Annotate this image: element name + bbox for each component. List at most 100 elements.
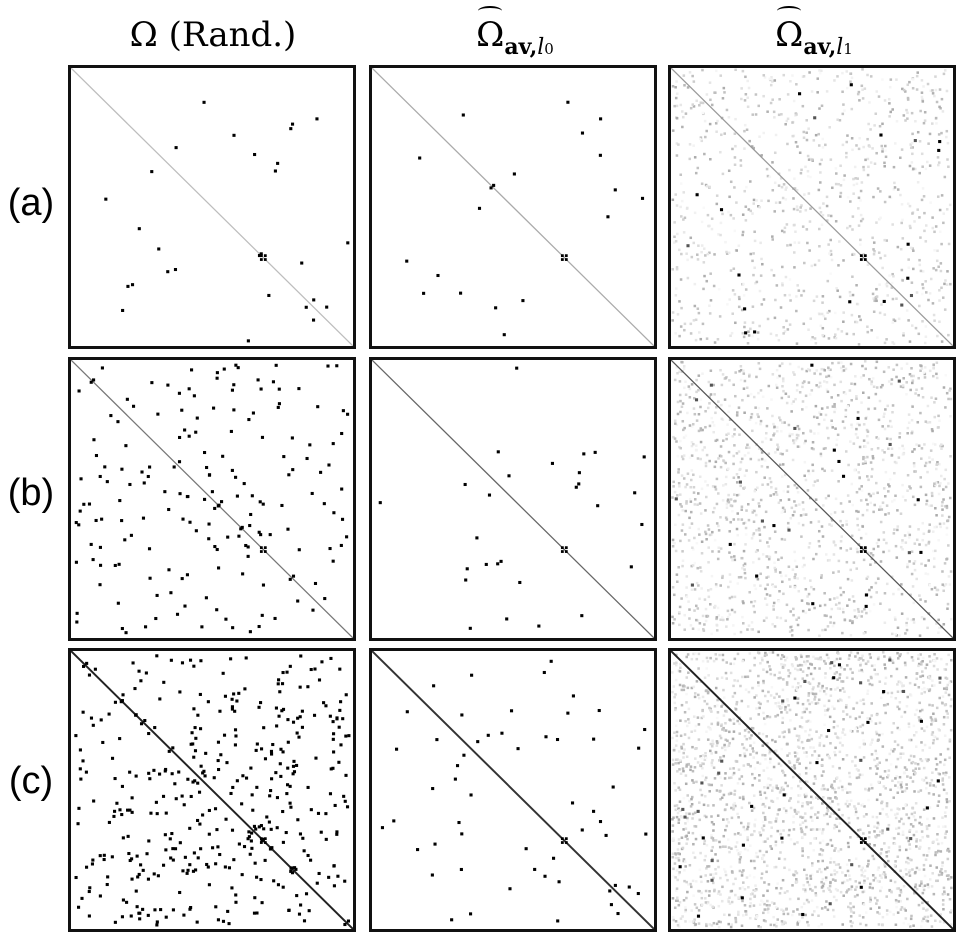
noise-dot [735,760,739,763]
noise-dot [801,854,804,857]
noise-dot [681,361,684,364]
noise-dot [715,69,718,73]
noise-dot [828,715,832,719]
matrix-panel-b-2 [369,357,657,641]
noise-dot [814,894,818,897]
noise-dot [671,818,674,821]
nonzero-entry [77,806,81,810]
noise-dot [742,387,746,390]
nonzero-entry [98,545,102,549]
noise-dot [819,384,822,388]
noise-dot [796,668,799,672]
nonzero-entry [298,832,303,836]
noise-dot [676,400,680,404]
nonzero-entry [137,872,141,876]
noise-dot [813,910,816,913]
noise-dot [889,788,892,792]
noise-dot [822,659,826,663]
noise-dot [719,876,722,880]
noise-dot [834,732,837,735]
noise-dot [823,709,827,712]
noise-dot [712,659,716,663]
noise-dot [723,777,727,780]
nonzero-entry [130,810,134,814]
noise-dot [867,859,870,863]
noise-dot [753,584,756,587]
noise-dot [940,841,944,845]
noise-dot [809,746,812,749]
noise-dot [769,694,773,697]
nonzero-entry [269,749,274,753]
noise-dot [848,224,852,228]
noise-dot [832,895,836,899]
noise-dot [776,705,779,708]
noise-dot [807,739,811,742]
noise-dot [676,924,680,927]
noise-dot [688,396,692,399]
matrix-pattern [372,651,654,929]
noise-dot [782,735,786,739]
noise-dot [700,250,703,254]
noise-dot [852,442,856,445]
noise-dot [912,562,916,565]
noise-dot [782,379,785,383]
noise-dot [855,509,858,513]
noise-dot [894,618,897,621]
nonzero-entry [743,307,747,311]
noise-dot [848,389,852,392]
noise-dot [775,426,779,429]
noise-dot [841,923,845,926]
noise-dot [803,751,806,754]
noise-dot [907,758,911,762]
nonzero-entry [196,856,200,860]
noise-dot [700,244,704,247]
noise-dot [681,457,685,461]
noise-dot [787,498,791,501]
nonzero-entry [574,485,578,489]
noise-dot [714,411,717,415]
nonzero-entry [459,867,463,872]
noise-dot [692,80,696,83]
noise-dot [838,822,842,825]
noise-dot [937,539,940,542]
noise-dot [686,258,689,262]
noise-dot [883,427,887,431]
noise-dot [736,782,740,785]
noise-dot [810,447,814,450]
noise-dot [836,433,840,437]
nonzero-entry [242,845,247,849]
noise-dot [756,651,760,654]
noise-dot [895,375,898,379]
nonzero-entry [207,537,211,541]
noise-dot [781,923,784,926]
noise-dot [682,454,686,457]
noise-dot [860,711,864,714]
noise-dot [921,749,925,752]
noise-dot [697,311,701,315]
noise-dot [797,746,801,749]
noise-dot [741,743,744,746]
noise-dot [773,561,776,564]
noise-dot [754,587,758,591]
noise-dot [692,319,696,322]
nonzero-entry [243,687,247,691]
noise-dot [766,837,770,840]
noise-dot [875,221,878,224]
noise-dot [746,105,750,109]
noise-dot [872,385,876,388]
noise-dot [887,774,890,777]
noise-dot [841,687,845,690]
noise-dot [703,858,707,862]
noise-dot [722,868,726,871]
noise-dot [746,836,749,839]
noise-dot [944,815,947,818]
nonzero-entry [221,671,225,675]
noise-dot [920,688,924,691]
noise-dot [862,374,865,377]
noise-dot [923,690,927,694]
noise-dot [901,384,905,387]
noise-dot [825,375,828,379]
nonzero-entry [199,659,203,663]
noise-dot [826,406,829,409]
noise-dot [897,786,900,789]
